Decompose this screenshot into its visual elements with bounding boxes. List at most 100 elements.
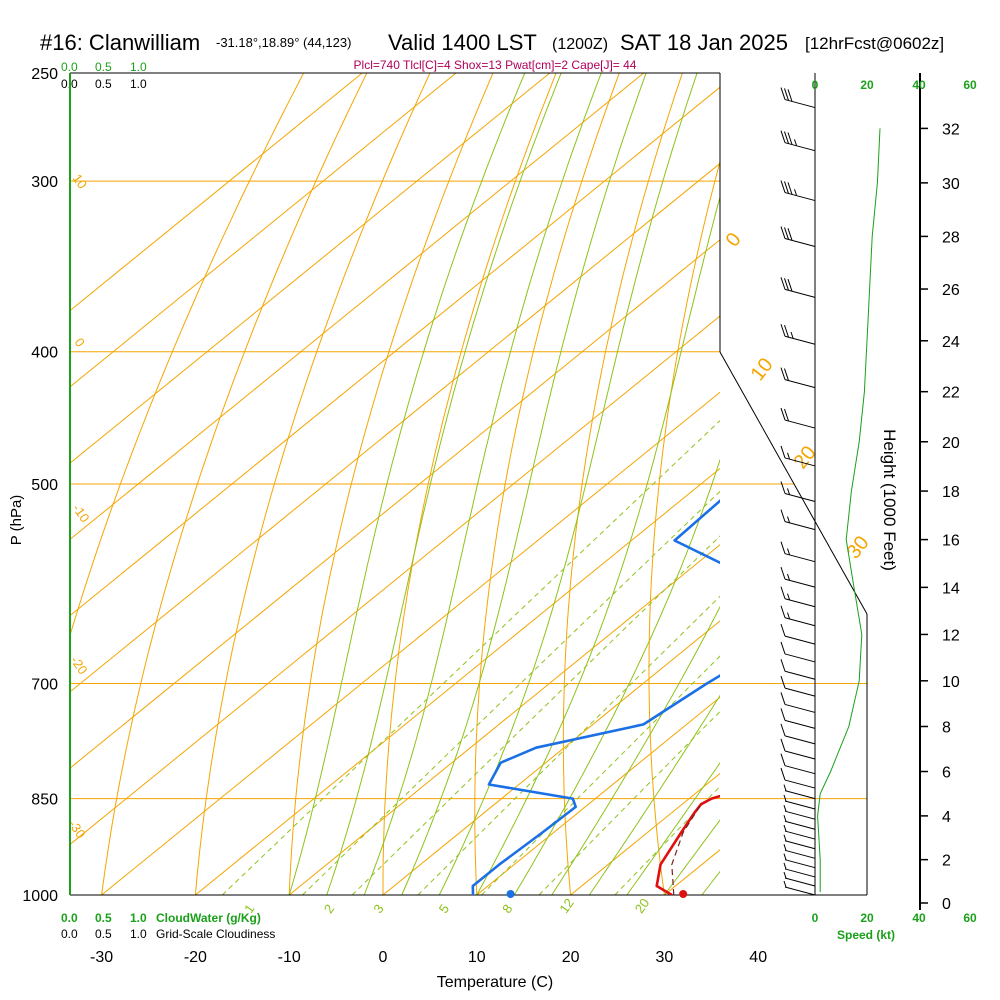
height-tick-32: 32: [942, 121, 960, 138]
wind-speed-line: [817, 128, 881, 893]
cloudiness-scale-1: 1.0: [130, 77, 147, 91]
wind-barb-24: [780, 541, 816, 563]
isotherm--30: [101, 391, 720, 895]
wind-barb-31: [780, 277, 816, 298]
wind-barb-9: [783, 794, 816, 810]
mixing-ratio-2: [302, 490, 720, 895]
cloudiness-bottom-1: 1.0: [130, 927, 147, 941]
isotherm-10: [476, 696, 720, 895]
wind-barb-17: [780, 675, 816, 697]
wind-barb-1: [783, 871, 816, 887]
mixing-ratio-1: [221, 419, 720, 895]
speed-tick-bottom-0: 0: [812, 911, 819, 925]
wind-barb-13: [780, 738, 816, 760]
wind-barb-4: [783, 844, 816, 859]
wind-barb-33: [780, 180, 816, 202]
x-tick-20: 20: [562, 949, 580, 966]
dry-adiabat-20: [562, 73, 683, 895]
surface-temperature-point: [679, 890, 688, 898]
mixing-ratio-label-5: 5: [436, 901, 452, 916]
wind-barb-35: [780, 87, 816, 109]
moist-adiabat--2: [363, 73, 602, 895]
pressure-label-400: 400: [31, 345, 58, 362]
cloudwater-scale-05: 0.5: [95, 60, 112, 74]
wind-barb-20: [780, 623, 816, 645]
wind-speed-profile: [817, 128, 881, 893]
cloudwater-bottom-1: 1.0: [130, 911, 147, 925]
height-tick-28: 28: [942, 229, 960, 246]
dry-adiabat-label-0: 10: [70, 171, 91, 191]
dry-adiabat-70: [965, 49, 1000, 924]
isotherm--80: [70, 73, 644, 541]
isotherm-label-10: 10: [747, 354, 778, 385]
height-tick-4: 4: [942, 809, 951, 826]
height-tick-14: 14: [942, 580, 960, 597]
cloudiness-bottom-05: 0.5: [95, 927, 112, 941]
dry-adiabat-40: [732, 49, 816, 924]
dry-adiabat-label-1: 0: [72, 335, 88, 350]
mixing-ratio-5: [417, 595, 720, 895]
dry-adiabat--30: [101, 73, 368, 895]
sounding-points: [506, 890, 688, 898]
dry-adiabat-50: [812, 49, 878, 924]
dry-adiabat-label-3: -20: [68, 653, 91, 677]
x-tick--10: -10: [278, 949, 301, 966]
wind-barb-34: [780, 130, 816, 152]
speed-tick-bottom-20: 20: [860, 911, 874, 925]
wind-barb-23: [780, 566, 816, 588]
pressure-labels: 250 300 400 500 700 850 1000: [22, 66, 58, 905]
dry-adiabat-label-2: -10: [70, 501, 93, 525]
pressure-label-500: 500: [31, 477, 58, 494]
wind-barb-21: [780, 605, 816, 627]
x-tick--20: -20: [184, 949, 207, 966]
mixing-ratio-label-20: 20: [632, 896, 653, 916]
wind-barb-28: [780, 407, 816, 429]
speed-tick-top-20: 20: [860, 78, 874, 92]
wind-barb-27: [780, 445, 816, 467]
thermo-background: [70, 49, 1000, 924]
moist-adiabat-18: [551, 605, 720, 895]
speed-tick-bottom-60: 60: [963, 911, 977, 925]
moist-adiabat-26: [626, 762, 720, 895]
height-tick-8: 8: [942, 719, 951, 736]
height-tick-0: 0: [942, 896, 951, 913]
mixing-ratio-label-12: 12: [556, 896, 577, 916]
wind-barb-8: [783, 805, 816, 820]
isotherm--20: [195, 467, 720, 895]
x-tick-0: 0: [379, 949, 388, 966]
pressure-label-250: 250: [31, 66, 58, 83]
pressure-label-1000: 1000: [22, 888, 58, 905]
plot-frame: [69, 72, 868, 896]
wind-barb-18: [780, 659, 816, 680]
height-axis-label: Height (1000 Feet): [880, 429, 899, 571]
wind-barb-19: [780, 641, 816, 663]
speed-ticks-top: 0 20 40 60: [812, 78, 977, 92]
speed-tick-top-40: 40: [912, 78, 926, 92]
isotherm--110: [70, 73, 363, 312]
isotherm--10: [288, 544, 720, 895]
cloudwater-bottom-05: 0.5: [95, 911, 112, 925]
pressure-label-850: 850: [31, 792, 58, 809]
x-tick-40: 40: [749, 949, 767, 966]
pressure-label-700: 700: [31, 677, 58, 694]
speed-tick-top-0: 0: [812, 78, 819, 92]
wind-barb-30: [780, 324, 816, 345]
mixing-ratio-12: [538, 710, 720, 895]
speed-tick-bottom-40: 40: [912, 911, 926, 925]
x-tick-30: 30: [656, 949, 674, 966]
x-axis-label: Temperature (C): [437, 974, 553, 991]
height-tick-16: 16: [942, 533, 960, 550]
wind-barb-15: [780, 708, 816, 729]
wind-barb-22: [780, 586, 816, 608]
mixing-ratio-label-2: 2: [321, 901, 337, 916]
title-station: #16: Clanwilliam: [40, 30, 200, 55]
title-coords: -31.18°,18.89° (44,123): [216, 35, 351, 50]
height-tick-12: 12: [942, 627, 960, 644]
isotherm--60: [70, 162, 720, 693]
cloudwater-legend: CloudWater (g/Kg): [156, 911, 261, 925]
dry-adiabat-10: [474, 73, 620, 895]
height-tick-24: 24: [942, 334, 960, 351]
title-forecast: [12hrFcst@0602z]: [805, 34, 944, 53]
isotherm-label-0: 0: [722, 229, 746, 251]
wind-barb-2: [783, 862, 816, 878]
